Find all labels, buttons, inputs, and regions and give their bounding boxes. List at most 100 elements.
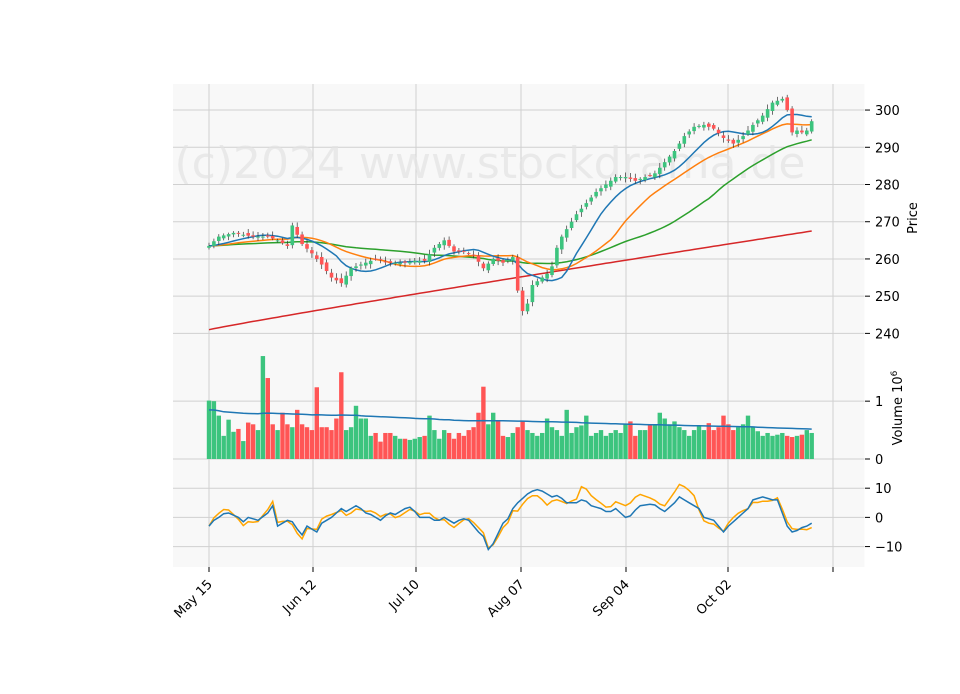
candle-body: [305, 244, 309, 249]
candle-body: [805, 130, 809, 135]
volume-bar: [226, 419, 231, 459]
candle-body: [466, 253, 471, 255]
candle-body: [486, 263, 491, 271]
candle-body: [618, 177, 623, 179]
candle-body: [604, 184, 608, 188]
volume-bar: [598, 430, 604, 459]
candle-body: [716, 129, 721, 134]
volume-bar: [677, 427, 682, 459]
x-tick-label: Oct 02: [694, 577, 735, 618]
candle-body: [628, 177, 633, 179]
candle-body: [212, 241, 216, 246]
candle-body: [251, 235, 255, 237]
volume-bar: [241, 441, 246, 459]
volume-bar: [446, 432, 452, 459]
volume-bar: [221, 435, 226, 459]
volume-bar: [461, 435, 466, 459]
volume-bar: [456, 432, 462, 459]
candle-body: [682, 136, 687, 144]
candle-body: [736, 139, 740, 143]
candle-body: [564, 229, 569, 238]
volume-bar: [265, 378, 270, 459]
candle-body: [687, 131, 691, 135]
candle-body: [368, 260, 373, 265]
volume-bar: [809, 432, 814, 459]
price-tick-label: 260: [875, 253, 900, 268]
candle-body: [506, 259, 510, 261]
watermark-text: (c)2024 www.stockdrama.de: [175, 138, 806, 189]
volume-bar: [314, 387, 319, 459]
volume-bar: [760, 435, 765, 459]
volume-bar: [275, 430, 280, 459]
volume-bar: [701, 430, 707, 459]
candle-body: [702, 124, 706, 128]
candle-body: [236, 232, 241, 234]
candle-body: [726, 139, 731, 141]
candle-body: [751, 124, 755, 132]
candle-body: [599, 188, 603, 192]
volume-bar: [618, 432, 623, 459]
candle-body: [535, 281, 540, 286]
volume-bar: [260, 356, 266, 459]
volume-bar: [794, 435, 800, 459]
x-tick-label: Sep 04: [590, 577, 633, 620]
volume-bar: [544, 418, 550, 459]
volume-bar: [471, 427, 476, 459]
volume-bar: [280, 412, 285, 459]
candle-body: [270, 235, 275, 239]
candle-body: [261, 236, 265, 238]
candle-body: [589, 197, 593, 202]
volume-bar: [231, 431, 236, 459]
candle-body: [442, 240, 446, 246]
volume-bar: [466, 430, 471, 459]
candle-body: [427, 254, 432, 262]
volume-bar: [711, 430, 716, 459]
candle-body: [413, 260, 417, 263]
candle-body: [707, 123, 711, 127]
volume-bar: [750, 427, 756, 459]
candle-body: [760, 115, 765, 122]
volume-bar: [491, 412, 496, 459]
volume-bar: [736, 427, 741, 459]
candle-body: [457, 250, 461, 252]
volume-bar: [397, 438, 403, 459]
volume-bar: [481, 386, 486, 459]
sma-long-line: [208, 139, 812, 265]
volume-bar: [255, 430, 261, 459]
candle-body: [398, 262, 402, 265]
volume-bar: [476, 412, 481, 459]
volume-bar: [628, 421, 633, 459]
volume-bar: [579, 425, 584, 459]
volume-tick-label: 1: [875, 395, 883, 410]
volume-bar: [211, 401, 217, 459]
candle-body: [266, 235, 270, 237]
volume-bar: [486, 424, 491, 459]
candle-body: [731, 139, 736, 144]
volume-bar: [427, 415, 432, 459]
volume-bar: [304, 427, 310, 459]
volume-bar: [500, 435, 506, 459]
volume-bar: [682, 430, 687, 459]
volume-bar: [246, 422, 251, 459]
candle-body: [594, 191, 598, 197]
sma-200-line: [208, 230, 812, 331]
candle-body: [256, 236, 260, 238]
candle-body: [275, 240, 280, 242]
candle-body: [383, 261, 388, 263]
volume-bar: [250, 424, 256, 459]
oscillator-tick-label: 10: [875, 482, 892, 497]
volume-bar: [647, 424, 653, 459]
candle-body: [540, 277, 544, 282]
candle-body: [809, 121, 814, 132]
oscillator-line-b: [208, 483, 812, 550]
candle-body: [525, 303, 530, 312]
volume-bar: [755, 431, 760, 459]
candle-body: [800, 130, 804, 133]
candle-body: [555, 247, 559, 266]
volume-bar: [309, 430, 315, 459]
candle-body: [226, 234, 231, 237]
candle-body: [471, 254, 476, 256]
volume-bar: [393, 435, 398, 459]
candle-body: [315, 255, 319, 259]
